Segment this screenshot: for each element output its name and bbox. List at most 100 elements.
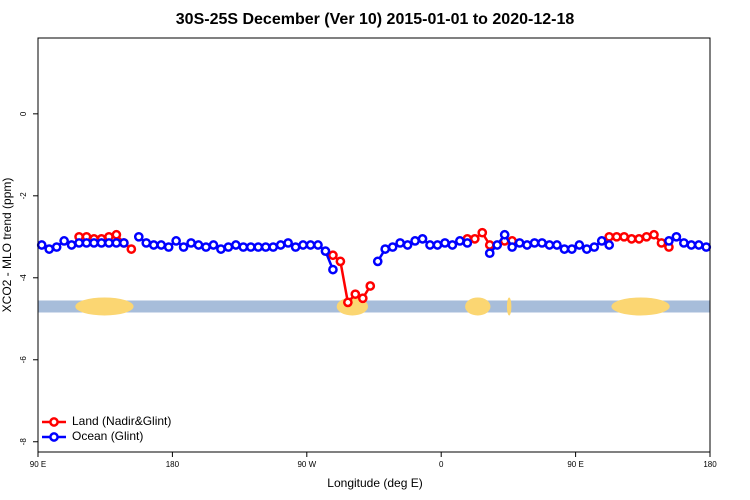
data-point — [693, 240, 704, 250]
data-point — [671, 231, 682, 242]
data-point — [216, 244, 226, 254]
data-point — [679, 238, 689, 248]
data-point — [701, 242, 712, 252]
data-point — [126, 244, 137, 254]
data-point — [238, 242, 249, 252]
data-point — [51, 242, 62, 252]
y-tick-label: -4 — [19, 274, 28, 282]
data-point — [567, 244, 577, 254]
data-point — [89, 238, 99, 248]
y-tick-label: 0 — [19, 111, 28, 116]
x-tick-label: 180 — [703, 460, 717, 469]
data-point — [440, 238, 450, 248]
data-point — [641, 231, 652, 242]
data-point — [656, 238, 667, 248]
data-point — [148, 240, 159, 250]
x-tick-label: 90 W — [297, 460, 316, 469]
data-point — [581, 244, 592, 254]
data-point — [604, 240, 615, 250]
data-point — [604, 231, 615, 242]
data-point — [589, 242, 600, 252]
data-point — [574, 240, 585, 250]
data-point — [201, 242, 211, 252]
data-point — [380, 244, 391, 254]
data-point — [529, 238, 540, 248]
data-point — [350, 289, 361, 300]
data-point — [492, 240, 503, 250]
legend-label: Ocean (Glint) — [72, 429, 143, 443]
data-point — [66, 240, 77, 250]
land-patch — [506, 297, 512, 316]
land-patch — [611, 297, 670, 316]
data-point — [395, 238, 405, 248]
y-axis-label: XCO2 - MLO trend (ppm) — [0, 178, 14, 313]
data-point — [626, 234, 637, 244]
legend-marker — [49, 417, 59, 427]
data-point — [59, 236, 69, 246]
x-axis-label: Longitude (deg E) — [327, 476, 422, 490]
data-point — [171, 236, 181, 246]
data-point — [178, 242, 189, 252]
data-point — [268, 242, 279, 252]
data-point — [335, 256, 346, 267]
data-point — [111, 229, 122, 240]
data-point — [447, 240, 458, 250]
data-point — [253, 242, 264, 252]
plot-frame — [37, 37, 711, 453]
data-point — [104, 238, 114, 248]
data-point — [163, 242, 174, 252]
data-point — [455, 236, 465, 246]
data-point — [484, 240, 495, 250]
data-point — [96, 238, 107, 248]
data-point — [552, 240, 562, 250]
land-patch — [75, 297, 134, 316]
data-point — [186, 238, 196, 248]
data-point — [74, 238, 84, 248]
data-point — [320, 246, 331, 256]
data-point — [44, 244, 55, 254]
data-point — [686, 240, 697, 250]
data-point — [477, 227, 488, 238]
data-point — [462, 238, 473, 248]
data-point — [298, 240, 308, 250]
data-point — [283, 238, 293, 248]
data-point — [260, 242, 271, 252]
data-point — [328, 264, 338, 275]
data-point — [387, 242, 398, 252]
x-tick-label: 90 E — [567, 460, 583, 469]
data-point — [119, 238, 129, 248]
data-point — [522, 240, 532, 250]
data-point — [537, 238, 547, 248]
y-tick-label: -2 — [19, 192, 28, 200]
data-point — [417, 234, 428, 244]
data-point — [133, 231, 144, 242]
data-point — [619, 231, 629, 242]
data-point — [410, 236, 420, 246]
data-point — [514, 238, 525, 248]
data-point — [634, 234, 644, 244]
data-point — [313, 240, 323, 250]
data-point — [305, 240, 316, 250]
data-point — [223, 242, 234, 252]
x-tick-label: 90 E — [30, 460, 46, 469]
data-point — [544, 240, 555, 250]
data-point — [208, 240, 219, 250]
data-point — [432, 240, 443, 250]
data-point — [290, 242, 301, 252]
data-point — [193, 240, 204, 250]
data-point — [611, 231, 622, 242]
data-point — [559, 244, 570, 254]
x-tick-label: 0 — [439, 460, 444, 469]
data-point — [36, 240, 47, 250]
data-point — [365, 281, 376, 291]
data-point — [469, 234, 480, 244]
land-patch — [465, 297, 491, 316]
data-point — [156, 240, 167, 250]
data-point — [425, 240, 435, 250]
x-tick-label: 180 — [166, 460, 180, 469]
chart-title: 30S-25S December (Ver 10) 2015-01-01 to … — [176, 11, 575, 28]
data-point — [231, 240, 241, 250]
data-point — [245, 242, 256, 252]
data-point — [275, 240, 286, 250]
